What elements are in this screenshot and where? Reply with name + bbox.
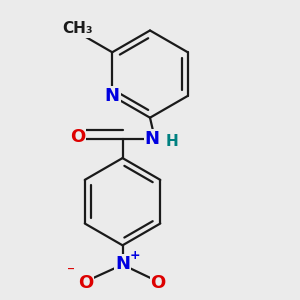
Text: N: N: [145, 130, 160, 148]
Text: +: +: [130, 249, 140, 262]
Text: N: N: [115, 255, 130, 273]
Text: ⁻: ⁻: [68, 265, 76, 280]
Text: CH₃: CH₃: [62, 21, 93, 36]
Text: O: O: [70, 128, 85, 146]
Text: H: H: [165, 134, 178, 149]
Text: N: N: [105, 87, 120, 105]
Text: O: O: [78, 274, 93, 292]
Text: O: O: [151, 274, 166, 292]
